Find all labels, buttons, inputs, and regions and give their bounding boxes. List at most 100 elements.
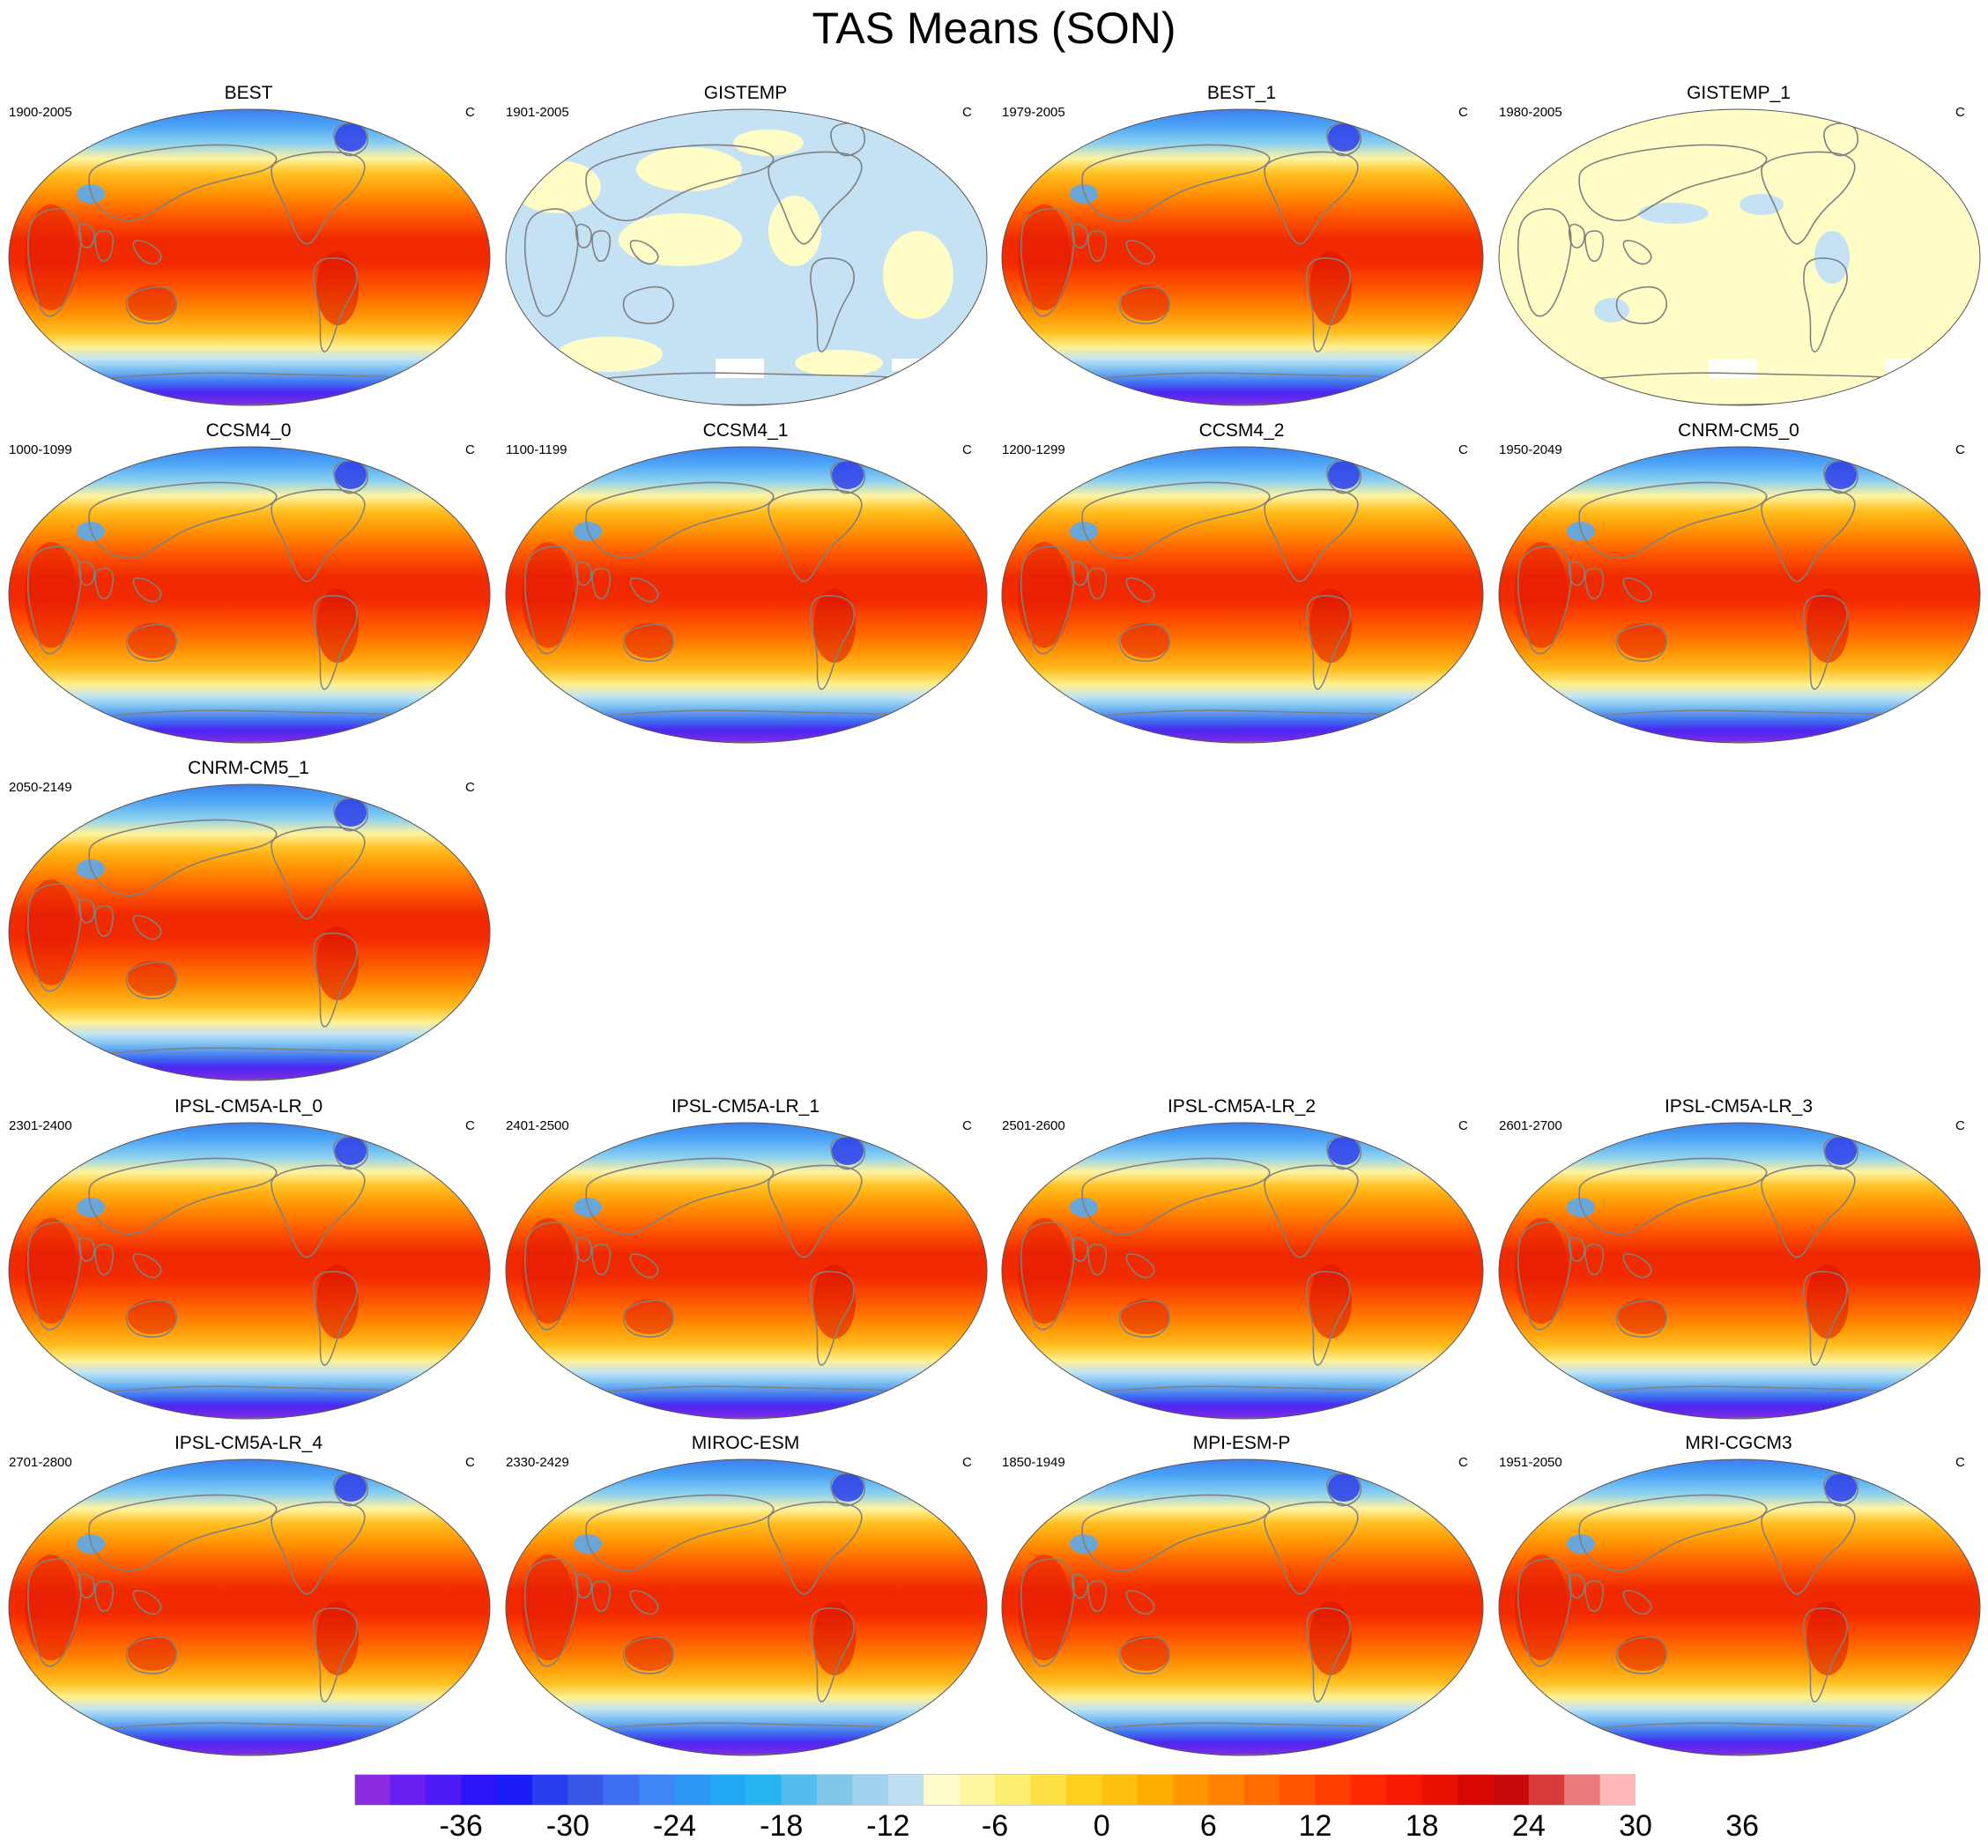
map-panel: CNRM-CM5_0 1950-2049 C	[1490, 420, 1987, 755]
panel-title: IPSL-CM5A-LR_0	[174, 1096, 323, 1117]
world-map	[1498, 446, 1981, 744]
panel-unit: C	[1955, 105, 1965, 120]
colorbar-swatch	[1350, 1774, 1387, 1806]
panel-period: 1900-2005	[9, 105, 72, 120]
world-map	[505, 1458, 988, 1756]
colorbar-swatch	[531, 1774, 568, 1806]
colorbar-tick-label: 30	[1619, 1809, 1652, 1843]
panel-unit: C	[1458, 442, 1468, 457]
panel-unit: C	[1458, 105, 1468, 120]
colorbar-swatch	[1421, 1774, 1458, 1806]
world-map	[505, 446, 988, 744]
world-map	[1498, 108, 1981, 406]
panel-unit: C	[962, 442, 972, 457]
panel-title: GISTEMP_1	[1687, 83, 1791, 103]
colorbar-swatch	[1386, 1774, 1423, 1806]
panel-unit: C	[962, 1455, 972, 1470]
colorbar-tick-label: -18	[760, 1809, 804, 1843]
map-panel: MIROC-ESM 2330-2429 C	[497, 1433, 994, 1768]
world-map	[505, 1122, 988, 1420]
colorbar-swatch	[781, 1774, 818, 1806]
colorbar-swatch	[817, 1774, 853, 1806]
colorbar-swatch	[709, 1774, 746, 1806]
map-panel: GISTEMP 1901-2005 C	[497, 83, 994, 418]
colorbar-swatch	[567, 1774, 605, 1806]
colorbar-tick-label: -6	[981, 1809, 1009, 1843]
colorbar-swatch	[1065, 1774, 1102, 1806]
colorbar-tick-label: 36	[1725, 1809, 1760, 1843]
panel-period: 2701-2800	[9, 1455, 72, 1470]
panel-title: CNRM-CM5_1	[188, 758, 309, 778]
colorbar-swatch	[389, 1774, 427, 1806]
colorbar-swatch	[674, 1774, 711, 1806]
panel-title: GISTEMP	[703, 83, 788, 103]
colorbar-swatch	[1208, 1774, 1245, 1806]
colorbar-swatch	[1493, 1774, 1530, 1806]
colorbar-swatch	[1137, 1774, 1174, 1806]
map-panel: BEST_1 1979-2005 C	[993, 83, 1490, 418]
panel-period: 1100-1199	[506, 442, 567, 457]
world-map	[1498, 1458, 1981, 1756]
panel-period: 2301-2400	[9, 1118, 72, 1133]
colorbar-swatch	[1172, 1774, 1209, 1806]
colorbar-tick-label: 6	[1199, 1809, 1217, 1843]
map-panel: IPSL-CM5A-LR_0 2301-2400 C	[0, 1096, 497, 1431]
colorbar-swatch	[496, 1774, 533, 1806]
panel-unit: C	[1955, 1118, 1965, 1133]
panel-title: BEST	[224, 83, 273, 103]
colorbar-swatch	[995, 1774, 1031, 1806]
panel-title: IPSL-CM5A-LR_1	[671, 1096, 820, 1117]
panel-unit: C	[465, 1118, 475, 1133]
colorbar-swatch	[1528, 1774, 1565, 1806]
colorbar-swatch	[959, 1774, 996, 1806]
colorbar-tick-label: 18	[1405, 1809, 1439, 1843]
panel-unit: C	[465, 1455, 475, 1470]
map-panel: IPSL-CM5A-LR_1 2401-2500 C	[497, 1096, 994, 1431]
colorbar-swatch	[746, 1774, 783, 1806]
panel-period: 2401-2500	[506, 1118, 569, 1133]
map-panel: CCSM4_2 1200-1299 C	[993, 420, 1490, 755]
panel-period: 1000-1099	[9, 442, 72, 457]
map-panel: MPI-ESM-P 1850-1949 C	[993, 1433, 1490, 1768]
panel-title: IPSL-CM5A-LR_2	[1167, 1096, 1317, 1117]
panel-period: 1950-2049	[1499, 442, 1562, 457]
colorbar-swatch	[1243, 1774, 1280, 1806]
panel-unit: C	[465, 442, 475, 457]
panel-unit: C	[1458, 1118, 1468, 1133]
panel-period: 2050-2149	[9, 780, 72, 795]
colorbar-swatch	[1599, 1774, 1636, 1806]
colorbar-swatch	[461, 1774, 498, 1806]
colorbar-swatch	[603, 1774, 640, 1806]
world-map	[1001, 1458, 1484, 1756]
map-panel: IPSL-CM5A-LR_3 2601-2700 C	[1490, 1096, 1987, 1431]
panel-title: CCSM4_2	[1198, 420, 1285, 441]
map-panel: CCSM4_1 1100-1199 C	[497, 420, 994, 755]
colorbar-swatch	[1102, 1774, 1139, 1806]
world-map	[1001, 1122, 1484, 1420]
panel-title: BEST_1	[1206, 83, 1277, 103]
panel-period: 2601-2700	[1499, 1118, 1562, 1133]
panel-period: 1979-2005	[1002, 105, 1065, 120]
colorbar-swatch	[1458, 1774, 1494, 1806]
colorbar-tick-label: 0	[1093, 1809, 1110, 1843]
panel-title: CCSM4_1	[702, 420, 789, 441]
panel-period: 1850-1949	[1002, 1455, 1065, 1470]
colorbar-swatch	[1030, 1774, 1067, 1806]
colorbar-swatch	[887, 1774, 924, 1806]
world-map	[1498, 1122, 1981, 1420]
panel-unit: C	[465, 780, 475, 795]
panel-title: MRI-CGCM3	[1685, 1433, 1792, 1453]
colorbar-tick-label: -24	[652, 1809, 697, 1843]
colorbar-swatch	[924, 1774, 961, 1806]
panel-title: IPSL-CM5A-LR_3	[1664, 1096, 1814, 1117]
panel-unit: C	[1458, 1455, 1468, 1470]
panel-title: CCSM4_0	[205, 420, 292, 441]
colorbar-swatch	[1564, 1774, 1601, 1806]
panel-period: 1951-2050	[1499, 1455, 1562, 1470]
panel-title: MIROC-ESM	[691, 1433, 800, 1453]
world-map	[8, 1122, 491, 1420]
colorbar-tick-label: -30	[545, 1809, 590, 1843]
world-map	[1001, 108, 1484, 406]
panel-period: 1901-2005	[506, 105, 569, 120]
